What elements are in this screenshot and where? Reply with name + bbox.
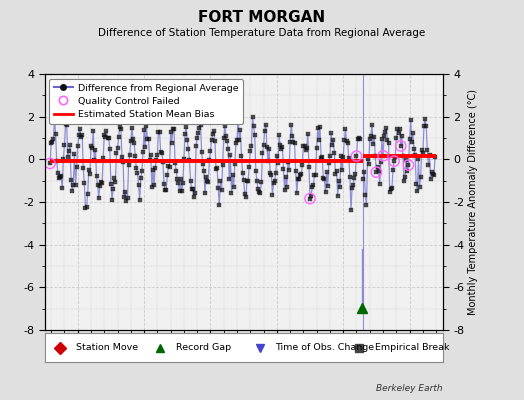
Point bbox=[390, 158, 398, 164]
Text: Berkeley Earth: Berkeley Earth bbox=[376, 384, 443, 393]
Text: Record Gap: Record Gap bbox=[176, 343, 231, 352]
Point bbox=[379, 153, 387, 159]
Text: Difference of Station Temperature Data from Regional Average: Difference of Station Temperature Data f… bbox=[99, 28, 425, 38]
Text: Time of Obs. Change: Time of Obs. Change bbox=[276, 343, 375, 352]
Point bbox=[306, 195, 314, 202]
Y-axis label: Monthly Temperature Anomaly Difference (°C): Monthly Temperature Anomaly Difference (… bbox=[468, 89, 478, 315]
Text: Station Move: Station Move bbox=[77, 343, 138, 352]
Text: Empirical Break: Empirical Break bbox=[375, 343, 450, 352]
Point bbox=[372, 169, 380, 175]
Legend: Difference from Regional Average, Quality Control Failed, Estimated Station Mean: Difference from Regional Average, Qualit… bbox=[49, 79, 243, 124]
Text: FORT MORGAN: FORT MORGAN bbox=[199, 10, 325, 25]
Point bbox=[397, 143, 405, 149]
Point bbox=[352, 153, 361, 159]
Point bbox=[405, 162, 413, 168]
Point bbox=[46, 160, 54, 167]
